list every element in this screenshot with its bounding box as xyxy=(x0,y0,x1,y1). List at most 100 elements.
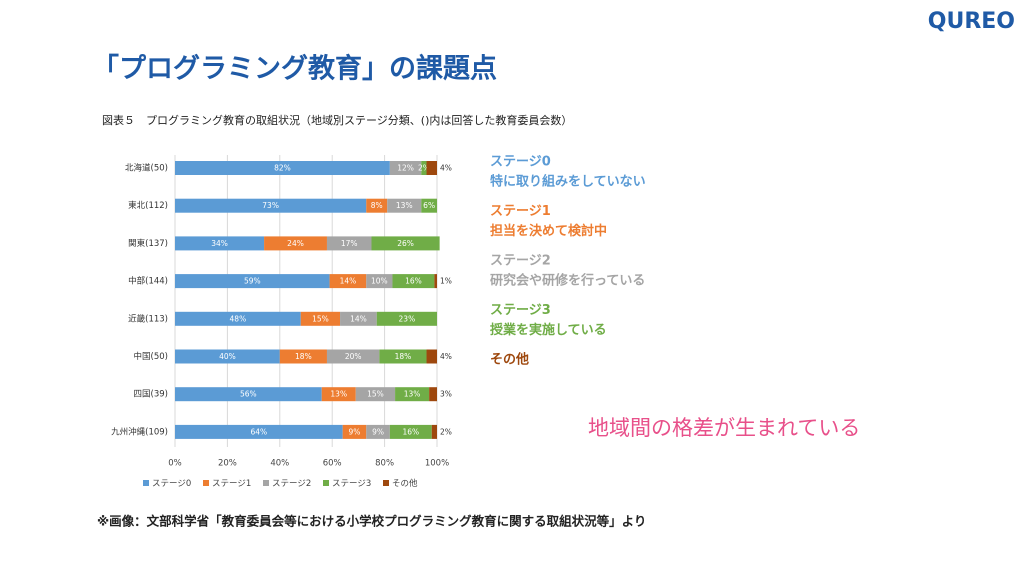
value-label: 9% xyxy=(372,427,384,436)
value-label: 34% xyxy=(211,239,228,248)
stage-note-title: その他 xyxy=(490,352,529,368)
value-label: 13% xyxy=(330,390,347,399)
value-label: 13% xyxy=(404,390,421,399)
value-label: 24% xyxy=(287,239,304,248)
bar-segment xyxy=(426,349,437,364)
value-label: 3% xyxy=(440,390,452,399)
bar-segment xyxy=(355,387,396,402)
bar-segment xyxy=(175,236,265,251)
bar-segment xyxy=(429,387,437,402)
bar-segment xyxy=(279,349,327,364)
bar-segment xyxy=(366,274,393,289)
value-label: 14% xyxy=(350,314,367,323)
value-label: 23% xyxy=(399,314,416,323)
value-label: 59% xyxy=(244,277,261,286)
bar-segment xyxy=(379,349,427,364)
y-tick-label: 中国(50) xyxy=(134,351,168,362)
bar-segment xyxy=(175,424,343,439)
bar-segment xyxy=(326,349,380,364)
y-tick-label: 東北(112) xyxy=(128,200,168,211)
legend-label: ステージ1 xyxy=(212,479,251,489)
legend-label: ステージ2 xyxy=(272,479,311,489)
value-label: 9% xyxy=(349,427,361,436)
value-label: 6% xyxy=(423,201,435,210)
y-tick-label: 四国(39) xyxy=(134,390,168,400)
bar-segment xyxy=(426,161,437,175)
bar-segment xyxy=(376,311,437,326)
value-label: 14% xyxy=(340,277,357,286)
bar-segment xyxy=(175,311,301,326)
value-label: 40% xyxy=(219,352,236,361)
bar-segment xyxy=(342,424,367,439)
value-label: 13% xyxy=(396,201,413,210)
value-label: 16% xyxy=(402,427,419,436)
bar-segment xyxy=(389,161,422,175)
x-tick-label: 100% xyxy=(425,459,449,469)
y-tick-label: 近畿(113) xyxy=(128,313,168,324)
stage-note-text: 研究会や研修を行っている xyxy=(490,273,645,289)
stage-note-title: ステージ3 xyxy=(490,303,551,318)
bar-segment xyxy=(175,161,390,175)
bar-segment xyxy=(175,274,330,289)
x-tick-label: 20% xyxy=(218,459,237,469)
legend-swatch xyxy=(143,480,149,486)
stage-note-text: 特に取り組みをしていない xyxy=(490,174,646,190)
stage-note-title: ステージ1 xyxy=(490,204,551,219)
bar-segment xyxy=(340,311,377,326)
bar-segment xyxy=(264,236,327,251)
value-label: 15% xyxy=(367,390,384,399)
logo: QUREO xyxy=(928,9,1015,34)
bar-segment xyxy=(434,274,437,289)
value-label: 64% xyxy=(251,427,268,436)
value-label: 8% xyxy=(371,201,383,210)
legend-swatch xyxy=(383,480,389,486)
x-tick-label: 40% xyxy=(270,459,289,469)
message: 地域間の格差が生まれている xyxy=(588,416,860,440)
value-label: 48% xyxy=(230,314,247,323)
bar-segment xyxy=(321,387,356,402)
stage-note-title: ステージ2 xyxy=(490,254,551,269)
bar-segment xyxy=(175,198,367,213)
value-label: 20% xyxy=(345,352,362,361)
value-label: 18% xyxy=(395,352,412,361)
y-tick-label: 北海道(50) xyxy=(125,163,168,174)
bar-segment xyxy=(175,387,322,402)
bar-segment xyxy=(175,349,280,364)
bar-segment xyxy=(366,198,388,213)
value-label: 4% xyxy=(440,352,452,361)
bar-segment xyxy=(395,387,430,402)
value-label: 17% xyxy=(341,239,358,248)
value-label: 16% xyxy=(405,277,422,286)
legend-swatch xyxy=(323,480,329,486)
stage-note-text: 担当を決めて検討中 xyxy=(490,223,607,239)
value-label: 18% xyxy=(295,352,312,361)
bar-segment xyxy=(431,424,437,439)
value-label: 82% xyxy=(274,164,291,173)
bar-segment xyxy=(421,198,437,213)
stage-note-title: ステージ0 xyxy=(490,155,551,170)
value-label: 2% xyxy=(440,427,452,436)
bar-segment xyxy=(421,161,427,175)
slide-title: 「プログラミング教育」の課題点 xyxy=(92,53,497,85)
bar-segment xyxy=(389,424,432,439)
value-label: 1% xyxy=(440,277,452,286)
chart-title: 図表５ プログラミング教育の取組状況（地域別ステージ分類、()内は回答した教育委… xyxy=(102,113,572,127)
bar-segment xyxy=(366,424,390,439)
footnote: ※画像：文部科学省「教育委員会等における小学校プログラミング教育に関する取組状況… xyxy=(97,514,646,529)
legend-swatch xyxy=(263,480,269,486)
value-label: 73% xyxy=(262,201,279,210)
bar-segment xyxy=(371,236,440,251)
bar-segment xyxy=(326,236,372,251)
bar-segment xyxy=(392,274,435,289)
x-tick-label: 80% xyxy=(375,459,394,469)
x-tick-label: 60% xyxy=(323,459,342,469)
legend-label: その他 xyxy=(392,478,418,489)
y-tick-label: 中部(144) xyxy=(128,276,168,287)
bar-segment xyxy=(387,198,422,213)
value-label: 26% xyxy=(397,239,414,248)
y-tick-label: 関東(137) xyxy=(128,238,168,249)
value-label: 10% xyxy=(371,277,388,286)
value-label: 4% xyxy=(440,164,452,173)
value-label: 15% xyxy=(312,314,329,323)
